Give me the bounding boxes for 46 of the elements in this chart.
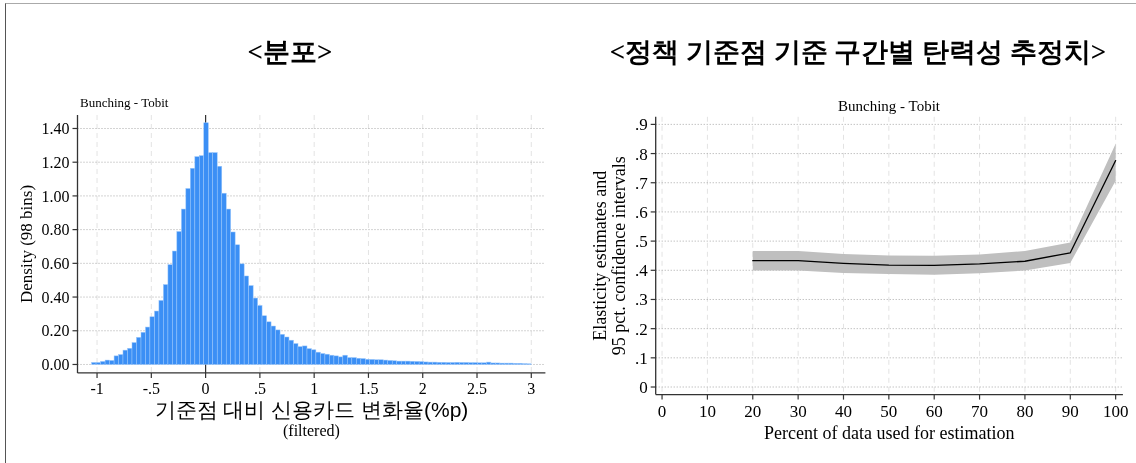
subtitle: Bunching - Tobit (80, 95, 169, 110)
ylabel: Density (98 bins) (16, 184, 36, 303)
x-tick-label: 2.5 (467, 380, 487, 397)
x-tick-label: 60 (925, 402, 943, 421)
y-tick-label: .2 (634, 319, 648, 339)
x-tick-label: 0 (657, 402, 667, 421)
y-tick-label: 1.00 (41, 187, 70, 205)
x-tick-label: 20 (744, 402, 762, 421)
y-tick-label: .5 (634, 232, 648, 252)
x-tick-label: 1.5 (358, 380, 379, 397)
y-tick-label: .1 (634, 348, 648, 368)
x-tick-label: 2 (418, 380, 427, 397)
subtitle: Bunching - Tobit (838, 98, 940, 114)
y-tick-label: .9 (634, 115, 648, 135)
y-tick-label: .8 (634, 144, 648, 164)
xlabel: 기준점 대비 신용카드 변화율(%p) (filtered) (154, 398, 469, 439)
x-tick-label: 100 (1102, 402, 1129, 421)
x-tick-label: -1 (90, 380, 104, 397)
y-tick-label: 0 (639, 377, 648, 397)
x-tick-label: 90 (1061, 402, 1079, 421)
y-tick-label: 0.40 (41, 288, 70, 306)
x-tick-label: 0 (201, 380, 210, 397)
ylabel: Elasticity estimates and 95 pct. confidence intervals (589, 156, 629, 356)
xlabel: Percent of data used for estimation (764, 423, 1015, 443)
x-tick-label: -.5 (142, 380, 160, 397)
x-tick-label: 3 (527, 380, 536, 397)
title: <분포> (247, 37, 333, 67)
y-tick-label: .6 (634, 202, 648, 222)
y-tick-label: 1.20 (41, 153, 70, 171)
x-tick-label: 30 (789, 402, 807, 421)
x-tick-label: .5 (253, 380, 266, 397)
y-tick-label: .7 (634, 173, 648, 193)
title: <정책 기준점 기준 구간별 탄력성 추정치> (609, 37, 1107, 67)
x-tick-label: 10 (698, 402, 716, 421)
x-tick-label: 50 (880, 402, 898, 421)
x-tick-label: 70 (971, 402, 989, 421)
y-tick-label: .3 (634, 290, 648, 310)
y-tick-label: .4 (634, 261, 648, 281)
y-tick-label: 0.20 (41, 322, 70, 340)
y-tick-label: 0.60 (41, 254, 70, 272)
y-tick-label: 0.00 (41, 356, 70, 374)
y-tick-label: 0.80 (41, 221, 70, 239)
x-tick-label: 1 (310, 380, 319, 397)
y-tick-label: 1.40 (41, 120, 70, 138)
x-tick-label: 80 (1016, 402, 1034, 421)
x-tick-label: 40 (835, 402, 852, 421)
